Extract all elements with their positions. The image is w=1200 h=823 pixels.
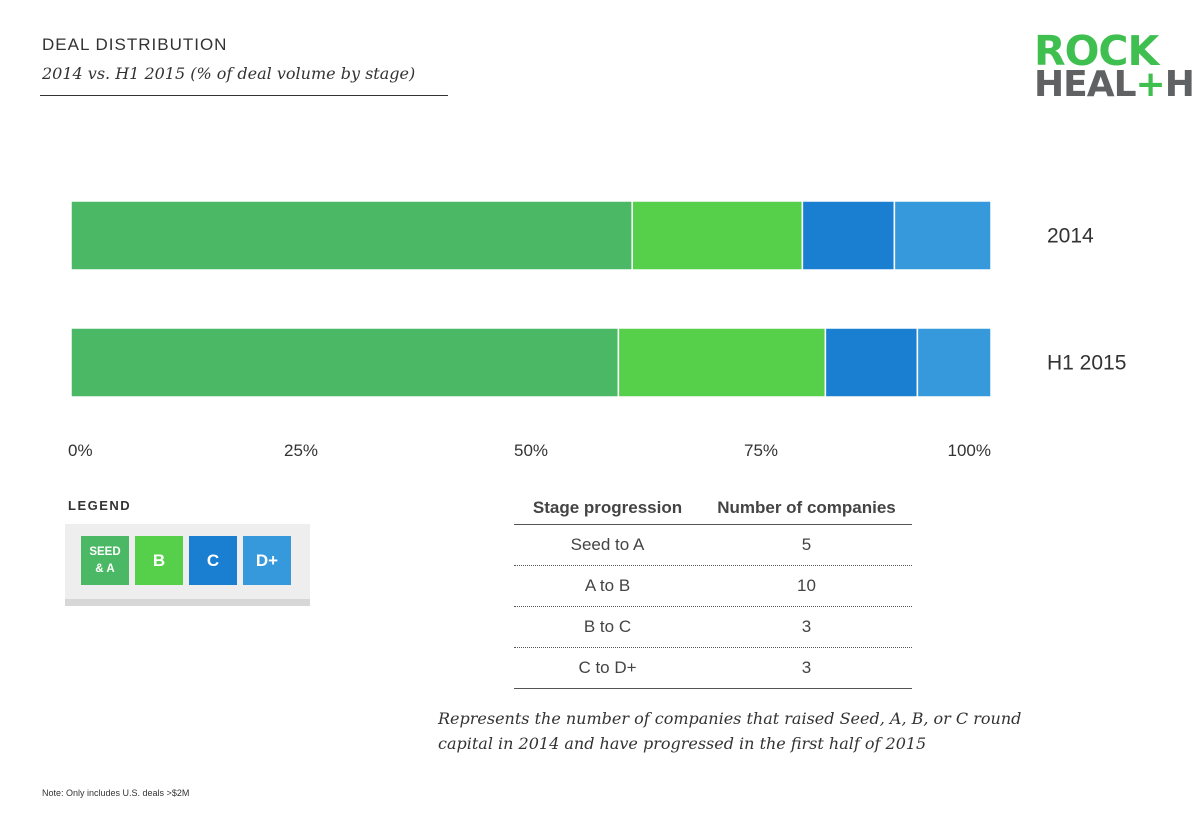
logo-line-health: HEAL+H <box>1034 67 1195 103</box>
bar-segment-seed-a-h1-2015 <box>70 327 620 398</box>
table-cell-stage: C to D+ <box>578 658 637 677</box>
stacked-bar-chart: 2014 H1 2015 0% 25% 50% 75% 100% <box>68 200 1126 460</box>
legend-item-seed-a: SEED & A <box>81 536 129 585</box>
bar-segment-seed-a-2014 <box>70 200 633 271</box>
bar-segment-d-2014 <box>893 200 992 271</box>
table-caption: Represents the number of companies that … <box>438 709 1022 753</box>
category-label: H1 2015 <box>1047 352 1126 375</box>
table-cell-stage: B to C <box>583 617 632 636</box>
table-header-count: Number of companies <box>717 498 896 517</box>
title-divider <box>40 95 448 96</box>
logo-plus-icon: + <box>1135 64 1166 105</box>
table-header-stage: Stage progression <box>532 498 683 517</box>
x-tick-label: 75% <box>744 441 778 460</box>
legend-item-d-plus: D+ <box>243 536 291 585</box>
table-row: C to D+ 3 <box>514 648 912 689</box>
rock-health-logo: ROCK HEAL+H <box>1034 27 1195 103</box>
table-cell-count: 3 <box>801 658 812 677</box>
bar-segment-c-2014 <box>801 200 896 271</box>
table-row: A to B 10 <box>514 566 912 607</box>
legend-box: SEED & A B C D+ <box>65 524 310 606</box>
table-row: Seed to A 5 <box>514 525 912 566</box>
bar-segment-b-h1-2015 <box>617 327 827 398</box>
logo-h: H <box>1164 64 1195 105</box>
x-tick-label: 25% <box>284 441 318 460</box>
legend-item-c: C <box>189 536 237 585</box>
table-cell-stage: A to B <box>584 576 631 595</box>
bar-segment-c-h1-2015 <box>824 327 919 398</box>
footnote: Note: Only includes U.S. deals >$2M <box>42 788 190 798</box>
stage-progression-table: Stage progression Number of companies Se… <box>514 492 912 689</box>
x-tick-label: 0% <box>68 441 93 460</box>
bar-segment-b-2014 <box>631 200 804 271</box>
legend-label-and-a: & A <box>95 562 115 575</box>
logo-heal: HEAL <box>1034 64 1137 105</box>
x-tick-label: 100% <box>948 441 991 460</box>
table-header-row: Stage progression Number of companies <box>514 492 912 525</box>
logo-line-rock: ROCK <box>1034 27 1159 75</box>
category-label: 2014 <box>1047 225 1094 248</box>
chart-title: DEAL DISTRIBUTION <box>42 35 228 54</box>
legend-title: LEGEND <box>68 498 132 513</box>
table-cell-count: 5 <box>801 535 812 554</box>
legend-label-seed: SEED <box>89 545 121 558</box>
bar-segment-d-h1-2015 <box>916 327 992 398</box>
table-cell-stage: Seed to A <box>570 535 645 554</box>
x-tick-label: 50% <box>514 441 548 460</box>
chart-subtitle: 2014 vs. H1 2015 (% of deal volume by st… <box>42 64 416 83</box>
table-cell-count: 10 <box>797 576 816 595</box>
legend-item-b: B <box>135 536 183 585</box>
table-row: B to C 3 <box>514 607 912 648</box>
table-cell-count: 3 <box>801 617 812 636</box>
